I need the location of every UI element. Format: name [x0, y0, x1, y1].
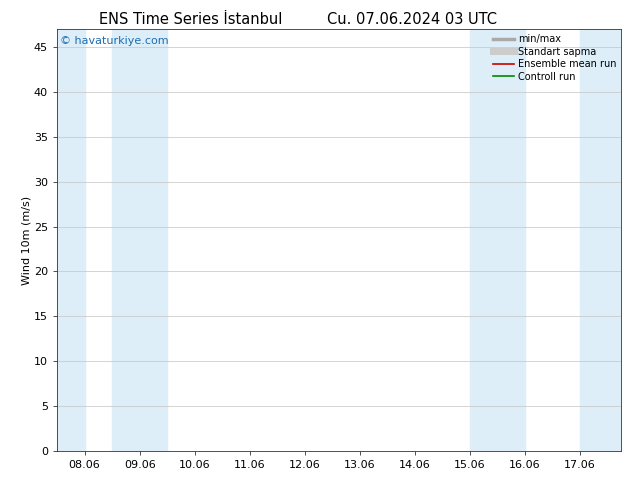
- Text: © havaturkiye.com: © havaturkiye.com: [60, 36, 169, 46]
- Bar: [580, 29, 621, 451]
- Legend: min/max, Standart sapma, Ensemble mean run, Controll run: min/max, Standart sapma, Ensemble mean r…: [491, 32, 618, 83]
- Text: Cu. 07.06.2024 03 UTC: Cu. 07.06.2024 03 UTC: [327, 12, 497, 27]
- Y-axis label: Wind 10m (m/s): Wind 10m (m/s): [21, 196, 31, 285]
- Bar: [112, 29, 167, 451]
- Text: ENS Time Series İstanbul: ENS Time Series İstanbul: [98, 12, 282, 27]
- Bar: [470, 29, 525, 451]
- Bar: [57, 29, 84, 451]
